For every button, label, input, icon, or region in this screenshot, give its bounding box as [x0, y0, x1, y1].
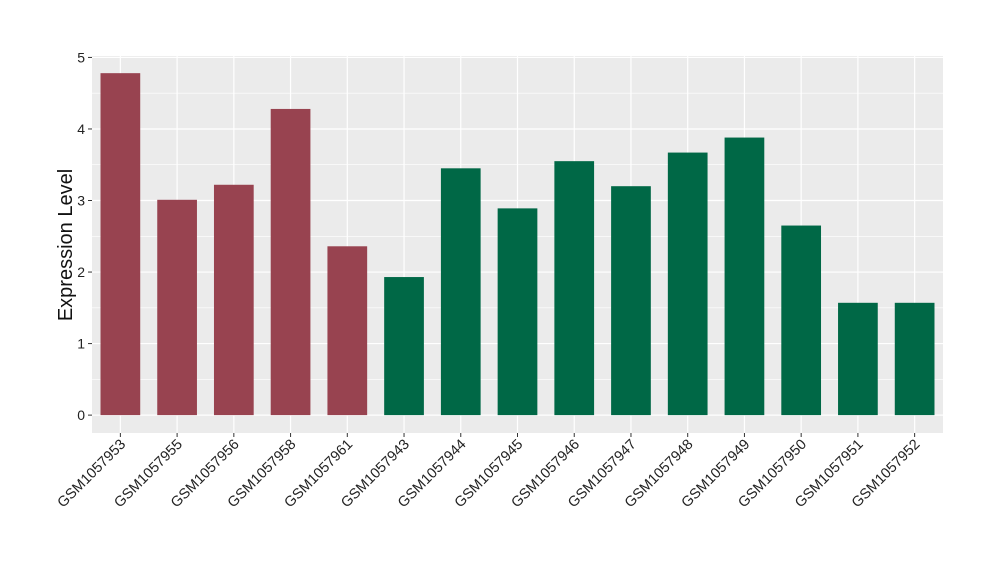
bar-GSM1057947 — [611, 186, 651, 416]
bar-GSM1057952 — [894, 302, 935, 416]
bar-GSM1057943 — [384, 277, 424, 416]
bar-GSM1057956 — [213, 184, 254, 416]
bar-GSM1057949 — [724, 137, 765, 416]
y-tick-label: 4 — [77, 121, 85, 137]
bar-GSM1057953 — [100, 73, 141, 416]
y-tick-label: 3 — [77, 193, 85, 209]
y-axis-title: Expression Level — [55, 169, 77, 321]
bar-GSM1057945 — [497, 208, 538, 416]
bar-GSM1057961 — [327, 246, 368, 416]
bars — [100, 73, 935, 416]
bar-GSM1057955 — [157, 199, 197, 416]
y-tick-label: 2 — [77, 264, 85, 280]
bar-GSM1057958 — [270, 108, 311, 416]
bar-GSM1057944 — [440, 168, 481, 416]
y-axis: 0 1 2 3 4 5 — [77, 49, 92, 423]
y-tick-label: 1 — [77, 336, 85, 352]
bar-GSM1057950 — [781, 225, 822, 416]
y-tick-label: 0 — [77, 407, 85, 423]
bar-GSM1057948 — [667, 152, 708, 416]
bar-GSM1057946 — [554, 161, 595, 416]
bar-GSM1057951 — [838, 302, 878, 416]
y-tick-label: 5 — [77, 49, 85, 65]
x-axis: GSM1057953GSM1057955GSM1057956GSM1057958… — [55, 433, 923, 511]
